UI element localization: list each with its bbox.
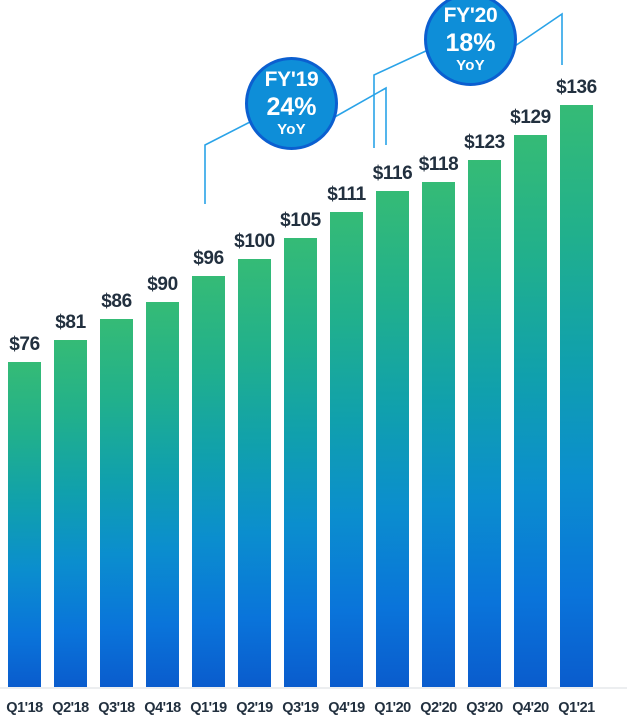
x-tick-label: Q2'19 [236,700,273,716]
tick-group: Q2'18 [52,687,89,722]
x-tick-label: Q4'18 [144,700,181,716]
bar-value-label: $129 [510,107,551,128]
tick-group: Q1'20 [374,687,411,722]
callout-fy20[interactable]: FY'20 18% YoY [424,0,517,86]
x-tick-label: Q4'19 [328,700,365,716]
callout-period: YoY [456,57,485,75]
bar-value-label: $86 [101,291,132,312]
bar-value-label: $118 [418,154,459,175]
bar[interactable] [284,238,317,687]
x-tick-label: Q3'18 [98,700,135,716]
tick-group: Q1'18 [6,687,43,722]
bar[interactable] [54,340,87,687]
axis-baseline [0,687,627,689]
x-tick-label: Q1'19 [190,700,227,716]
tick-group: Q2'19 [236,687,273,722]
x-tick-label: Q2'18 [52,700,89,716]
bar-value-label: $111 [327,184,366,205]
bar[interactable] [100,319,133,687]
tick-group: Q4'19 [328,687,365,722]
x-tick-label: Q1'21 [558,700,595,716]
bar[interactable] [8,362,41,687]
bar[interactable] [192,276,225,687]
bar-value-label: $81 [55,312,86,333]
x-tick-label: Q2'20 [420,700,457,716]
x-tick-label: Q3'20 [466,700,503,716]
bar[interactable] [514,135,547,687]
tick-group: Q1'19 [190,687,227,722]
bar-value-label: $136 [556,77,597,98]
callout-fiscal-year: FY'20 [443,4,498,28]
callout-fy19[interactable]: FY'19 24% YoY [245,57,338,150]
tick-group: Q3'19 [282,687,319,722]
tick-group: Q4'18 [144,687,181,722]
bar[interactable] [422,182,455,687]
tick-group: Q1'21 [558,687,595,722]
x-tick-label: Q4'20 [512,700,549,716]
bar[interactable] [560,105,593,687]
callout-percent: 18% [445,29,496,58]
bar-value-label: $116 [372,163,413,184]
bar-value-label: $123 [464,132,505,153]
callout-fiscal-year: FY'19 [264,68,319,92]
bar-value-label: $105 [280,210,321,231]
bar[interactable] [146,302,179,687]
callout-period: YoY [277,121,306,139]
bar[interactable] [468,160,501,687]
tick-group: Q4'20 [512,687,549,722]
x-tick-label: Q1'20 [374,700,411,716]
x-tick-label: Q1'18 [6,700,43,716]
tick-group: Q3'18 [98,687,135,722]
bar[interactable] [330,212,363,687]
bar[interactable] [238,259,271,687]
bar[interactable] [376,191,409,687]
bar-value-label: $96 [193,248,224,269]
bar-value-label: $76 [9,334,40,355]
bar-value-label: $90 [147,274,178,295]
x-tick-label: Q3'19 [282,700,319,716]
tick-group: Q2'20 [420,687,457,722]
callout-percent: 24% [266,93,317,122]
tick-group: Q3'20 [466,687,503,722]
bar-value-label: $100 [234,231,275,252]
